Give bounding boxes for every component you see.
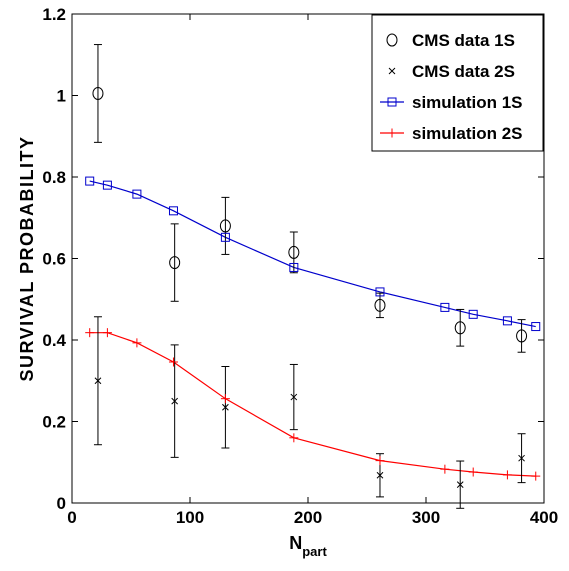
legend-item-cms-data-1s: CMS data 1S <box>386 31 515 50</box>
legend-marker <box>387 128 397 138</box>
cms-data-2s-point <box>290 393 298 401</box>
cms-data-2s-point <box>518 454 525 462</box>
legend-marker <box>386 33 398 47</box>
cms-data-1s-error-bar <box>170 223 179 302</box>
cms-data-2s-point <box>376 471 384 479</box>
cms-data-2s-point-stroke <box>290 393 298 401</box>
legend-item-simulation-1s: simulation 1S <box>380 93 523 112</box>
legend-marker-stroke <box>388 67 396 75</box>
legend-item-simulation-2s: simulation 2S <box>380 124 523 143</box>
cms-data-1s-error-bar <box>517 319 526 353</box>
legend-marker <box>387 97 397 107</box>
series-lines <box>89 180 536 477</box>
simulation-1s-point <box>440 302 450 312</box>
axis-ticks: 0 100 200 300 400 0 0.2 0.4 0.6 0.8 1 1.2 <box>42 5 558 527</box>
y-tick-label: 1 <box>57 87 66 106</box>
legend: CMS data 1S CMS data 2S simulation 1S simul… <box>371 14 544 152</box>
legend-item-cms-data-2s: CMS data 2S <box>388 62 515 81</box>
simulation-1s-point <box>289 262 299 272</box>
cms-data-1s-points <box>92 44 528 353</box>
cms-data-1s-error-bar <box>93 44 102 143</box>
simulation-1s-point <box>102 180 112 190</box>
simulation-2s-line <box>89 332 536 477</box>
simulation-2s-point <box>102 328 112 338</box>
x-tick-label: 300 <box>412 508 440 527</box>
simulation-2s-point <box>168 357 178 367</box>
cms-data-1s-point <box>454 321 466 335</box>
simulation-2s-point <box>85 328 95 338</box>
y-tick-label: 1.2 <box>42 5 66 24</box>
simulation-2s-point <box>220 394 230 404</box>
cms-data-2s-point-stroke <box>376 471 384 479</box>
simulation-1s-point <box>168 206 178 216</box>
x-tick-label: 100 <box>176 508 204 527</box>
cms-data-2s-point <box>171 397 179 405</box>
y-tick-label: 0.4 <box>42 331 66 350</box>
simulation-2s-point <box>375 456 385 466</box>
y-tick-label: 0.6 <box>42 250 66 269</box>
cms-data-1s-error-bar <box>375 292 384 319</box>
cms-data-2s-point <box>222 403 229 411</box>
simulation-1s-point <box>375 287 385 297</box>
legend-marker <box>388 67 396 75</box>
cms-data-2s-point <box>456 481 464 489</box>
cms-data-1s-error-bar <box>289 231 298 274</box>
y-tick-label: 0.2 <box>42 413 66 432</box>
cms-data-2s-point <box>94 377 102 385</box>
cms-data-2s-point-stroke <box>94 377 102 385</box>
simulation-2s-point <box>440 464 450 474</box>
cms-data-2s-point-stroke <box>456 481 464 489</box>
cms-data-1s-point <box>288 245 300 259</box>
simulation-2s-point <box>502 470 512 480</box>
y-tick-label: 0.8 <box>42 168 66 187</box>
cms-data-1s-point <box>374 298 386 312</box>
cms-data-2s-point-stroke <box>171 397 179 405</box>
simulation-2s-point <box>468 467 478 477</box>
cms-data-2s-point-stroke <box>518 454 525 462</box>
x-axis-label-sub: part <box>302 544 327 559</box>
simulation-1s-points <box>85 176 541 332</box>
legend-label: CMS data 1S <box>412 31 515 50</box>
simulation-1s-line <box>89 180 536 328</box>
y-axis-label: SURVIVAL PROBABILITY <box>17 135 37 381</box>
cms-data-1s-point <box>169 256 181 270</box>
legend-label: CMS data 2S <box>412 62 515 81</box>
simulation-1s-point <box>85 176 95 186</box>
cms-data-1s-point <box>219 219 231 233</box>
simulation-1s-point <box>132 189 142 199</box>
cms-data-1s-point <box>516 329 528 343</box>
simulation-1s-point <box>531 322 541 332</box>
x-axis-label-main: N <box>289 533 302 553</box>
simulation-2s-points <box>85 328 541 481</box>
x-axis-label: Npart <box>289 533 327 559</box>
cms-data-1s-error-bar <box>221 196 230 255</box>
simulation-2s-point <box>132 338 142 348</box>
cms-data-1s-error-bar <box>456 308 465 347</box>
legend-label: simulation 1S <box>412 93 523 112</box>
cms-data-1s-point <box>92 86 104 100</box>
y-tick-label: 0 <box>57 494 66 513</box>
x-tick-label: 0 <box>67 508 76 527</box>
simulation-2s-point <box>531 471 541 481</box>
simulation-1s-point <box>502 316 512 326</box>
data-marks <box>85 44 541 509</box>
cms-data-2s-point-stroke <box>222 403 229 411</box>
x-tick-label: 400 <box>530 508 558 527</box>
simulation-1s-point <box>220 232 230 242</box>
cms-data-2s-points <box>93 316 526 509</box>
simulation-1s-point <box>468 309 478 319</box>
legend-box <box>371 14 544 152</box>
x-tick-label: 200 <box>294 508 322 527</box>
simulation-2s-point <box>289 433 299 443</box>
legend-label: simulation 2S <box>412 124 523 143</box>
